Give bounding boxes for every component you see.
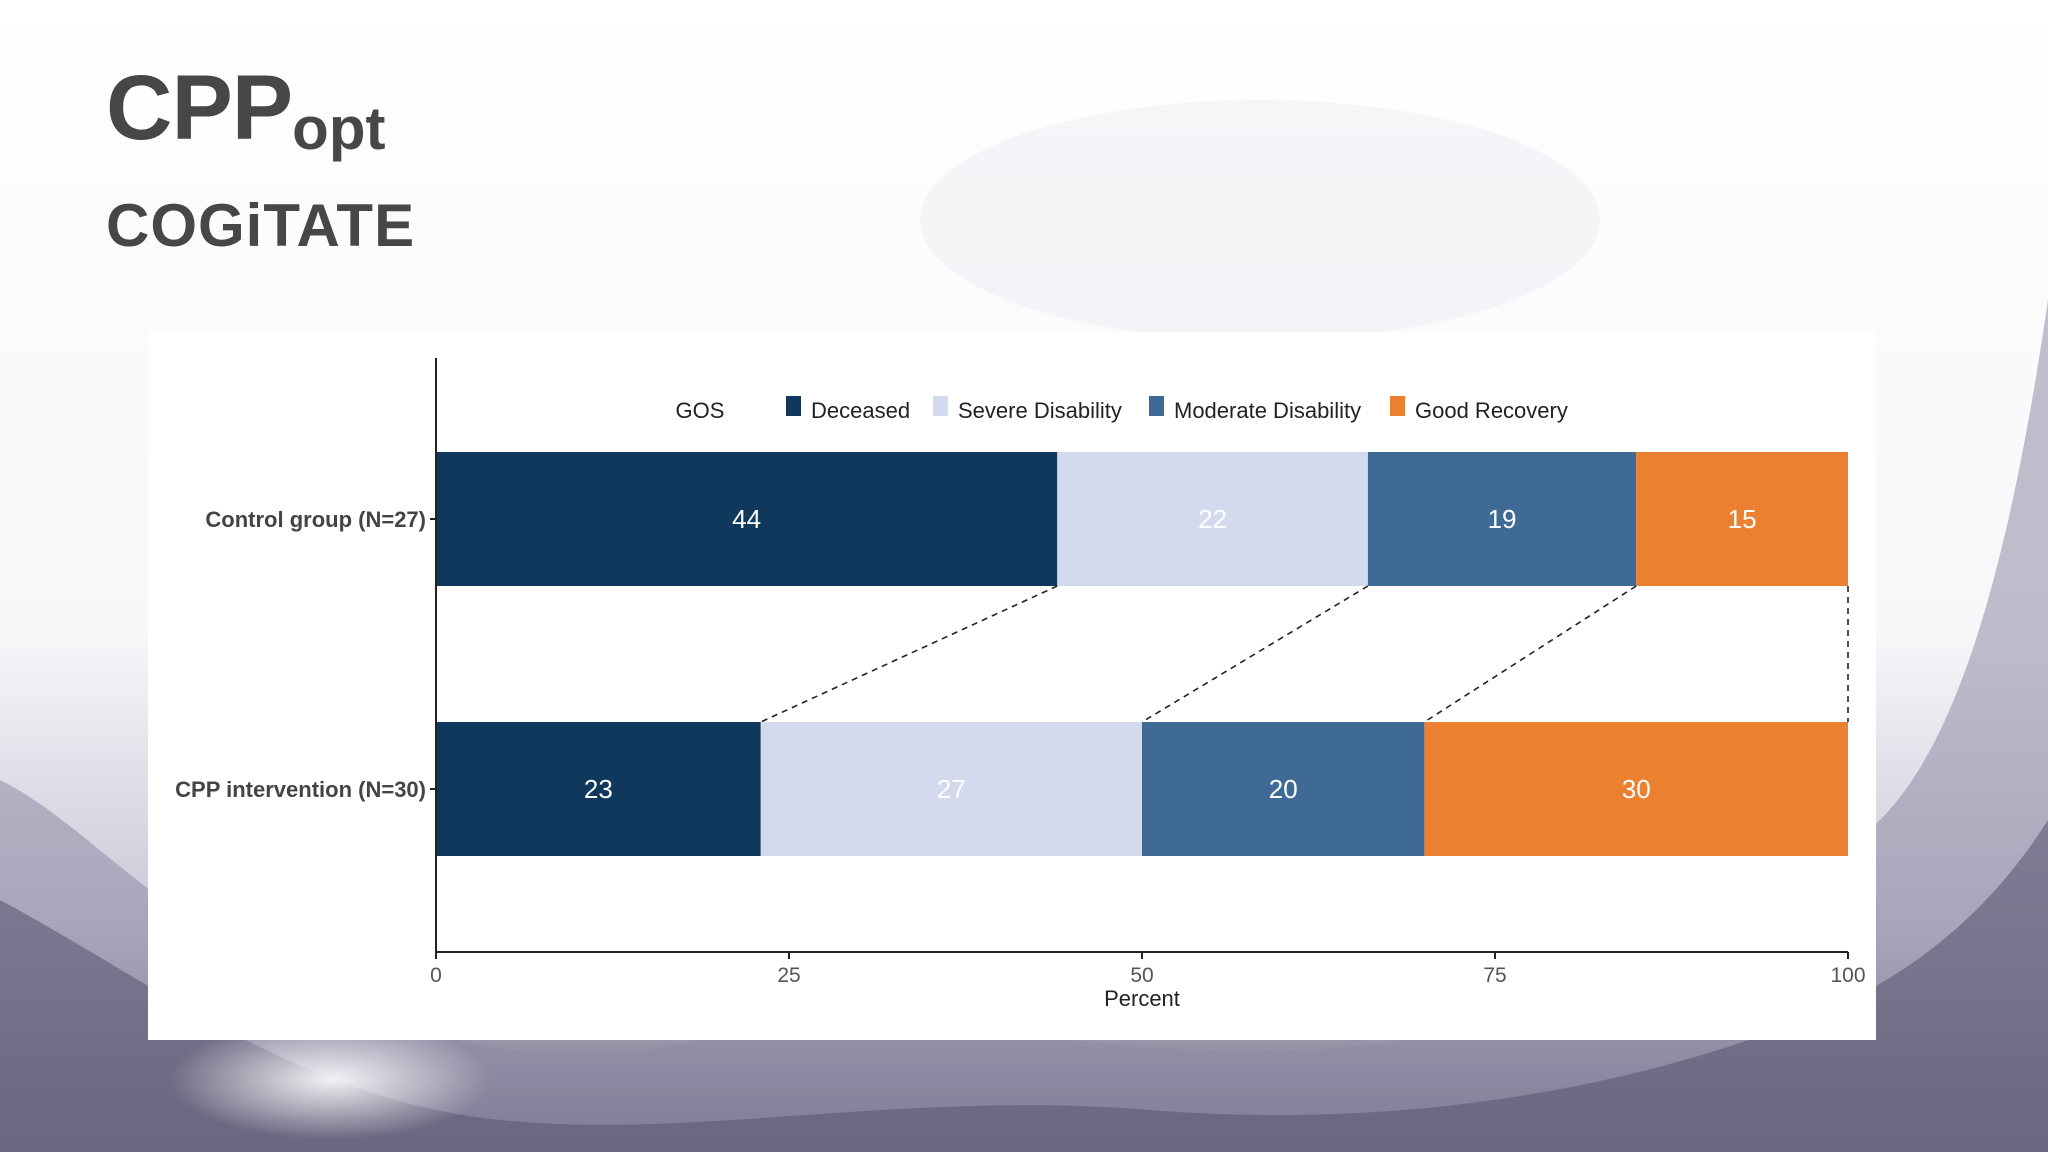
chart-legend: GOS Deceased Severe Disability Moderate Di… [676, 396, 1568, 423]
bar-severe-disability-control [1057, 452, 1368, 586]
x-tick-label: 25 [777, 964, 800, 987]
bar-good-recovery-intervention [1424, 722, 1848, 856]
chart-axes: 0 25 50 75 100 Control group (N=27) CPP interv… [175, 358, 1866, 987]
data-label-good-recovery-control: 15 [1728, 504, 1757, 534]
data-label-good-recovery-intervention: 30 [1622, 774, 1651, 804]
x-tick-label: 100 [1830, 964, 1865, 987]
title-main: CPP [106, 57, 293, 159]
x-tick-label: 0 [430, 964, 442, 987]
connector-line-2 [1141, 585, 1369, 723]
connector-line-1 [760, 585, 1058, 723]
y-tick-label: CPP intervention (N=30) [175, 777, 426, 802]
title-subscript: opt [292, 95, 386, 162]
chart-panel: GOS Deceased Severe Disability Moderate Di… [148, 332, 1876, 1040]
slide-title: CPPopt [106, 62, 385, 159]
connector-line-3 [1423, 585, 1637, 723]
chart-connectors [760, 585, 1849, 723]
x-axis-label: Percent [1104, 986, 1180, 1011]
legend-label-moderate-disability: Moderate Disability [1174, 398, 1361, 423]
legend-swatch-severe-disability [933, 396, 948, 416]
chart-bars: 44 22 19 15 23 27 20 30 [436, 452, 1848, 856]
slide-subtitle: COGiTATE [106, 192, 416, 259]
data-label-moderate-disability-intervention: 20 [1269, 774, 1298, 804]
bar-deceased-intervention [436, 722, 761, 856]
bar-severe-disability-intervention [760, 722, 1142, 856]
data-label-moderate-disability-control: 19 [1488, 504, 1517, 534]
bar-moderate-disability-control [1367, 452, 1637, 586]
legend-label-good-recovery: Good Recovery [1415, 398, 1568, 423]
legend-swatch-good-recovery [1390, 396, 1405, 416]
data-label-deceased-control: 44 [732, 504, 761, 534]
legend-label-deceased: Deceased [811, 398, 910, 423]
x-tick-label: 75 [1483, 964, 1506, 987]
legend-swatch-moderate-disability [1149, 396, 1164, 416]
bar-good-recovery-control [1636, 452, 1848, 586]
y-tick-label: Control group (N=27) [205, 507, 426, 532]
bar-moderate-disability-intervention [1142, 722, 1425, 856]
data-label-severe-disability-intervention: 27 [937, 774, 966, 804]
legend-label-severe-disability: Severe Disability [958, 398, 1122, 423]
data-label-deceased-intervention: 23 [584, 774, 613, 804]
bar-deceased-control [436, 452, 1058, 586]
gos-stacked-bar-chart: GOS Deceased Severe Disability Moderate Di… [175, 358, 1866, 1011]
legend-swatch-deceased [786, 396, 801, 416]
legend-title: GOS [676, 398, 725, 423]
data-label-severe-disability-control: 22 [1198, 504, 1227, 534]
x-tick-label: 50 [1130, 964, 1153, 987]
